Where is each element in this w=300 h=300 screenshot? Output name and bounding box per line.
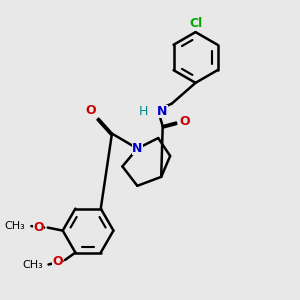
- Text: N: N: [157, 105, 168, 118]
- Text: O: O: [180, 116, 190, 128]
- Text: CH₃: CH₃: [4, 221, 26, 231]
- Text: O: O: [52, 255, 63, 268]
- Text: CH₃: CH₃: [23, 260, 44, 270]
- Text: O: O: [34, 221, 44, 234]
- Text: O: O: [85, 104, 95, 118]
- Text: Cl: Cl: [189, 17, 202, 30]
- Text: N: N: [132, 142, 142, 155]
- Text: H: H: [139, 105, 148, 118]
